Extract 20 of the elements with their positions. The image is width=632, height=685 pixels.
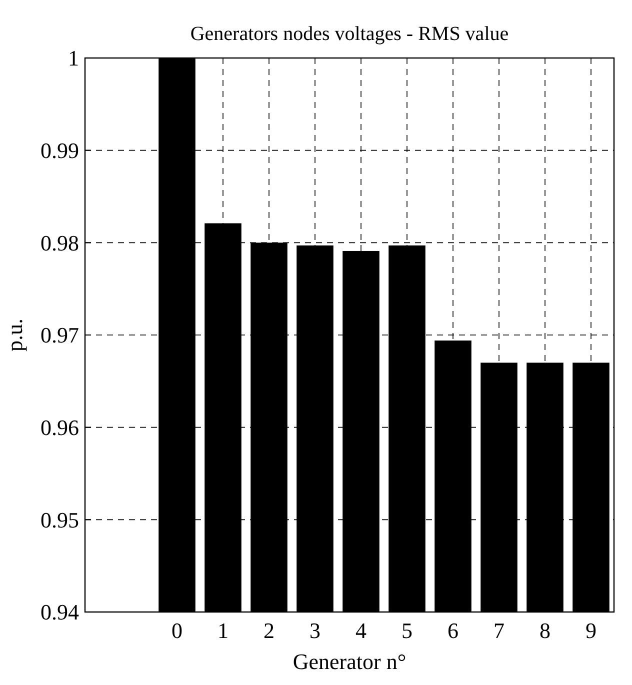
y-axis-title: p.u. — [2, 318, 27, 352]
x-tick-label: 4 — [356, 618, 366, 643]
x-tick-label: 7 — [494, 618, 504, 643]
y-tick-label: 0.99 — [40, 138, 79, 164]
chart-title: Generators nodes voltages - RMS value — [190, 23, 509, 45]
x-tick-label: 6 — [448, 618, 458, 643]
y-tick-label: 0.98 — [40, 230, 79, 256]
y-tick-label: 0.95 — [40, 507, 79, 532]
x-tick-label: 2 — [264, 618, 274, 643]
x-axis-title: Generator n° — [292, 649, 406, 674]
x-tick-label: 0 — [172, 618, 182, 643]
y-tick-label: 0.97 — [40, 322, 79, 348]
x-tick-label: 3 — [310, 618, 320, 643]
x-tick-label: 1 — [218, 618, 228, 643]
x-tick-label: 9 — [586, 618, 596, 643]
y-tick-label: 0.96 — [40, 415, 79, 440]
x-tick-label: 8 — [540, 618, 550, 643]
x-tick-label: 5 — [402, 618, 412, 643]
y-tick-label: 1 — [68, 46, 79, 71]
y-tick-label: 0.94 — [40, 600, 79, 625]
